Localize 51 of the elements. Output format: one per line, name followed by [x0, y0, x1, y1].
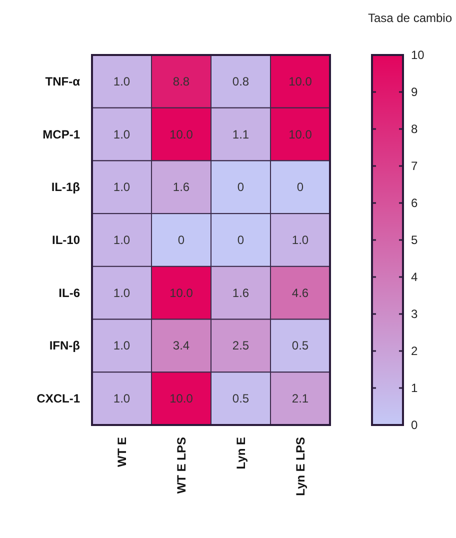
color-bar-label: 7 [411, 159, 418, 173]
y-tick-label: TNF-α [45, 74, 81, 88]
y-tick-label: IL-6 [58, 286, 80, 300]
data-label: 1.0 [113, 286, 130, 300]
data-label: 0.5 [232, 392, 250, 406]
data-label: 1.0 [113, 338, 130, 353]
color-bar-label: 2 [411, 344, 418, 358]
data-label: 1.1 [232, 127, 250, 142]
x-tick-label: WT E [114, 437, 129, 467]
data-label: 0 [178, 233, 185, 247]
data-label: 1.0 [113, 180, 130, 194]
y-tick-label: IFN-β [49, 338, 80, 353]
color-bar-label: 3 [411, 307, 418, 321]
data-label: 4.6 [292, 286, 309, 300]
data-label: 1.6 [232, 286, 250, 300]
data-label: 0 [237, 233, 244, 247]
color-bar-title: Tasa de cambio [368, 11, 452, 25]
color-bar-label: 0 [411, 418, 418, 432]
data-label: 10.0 [288, 74, 312, 88]
data-label: 2.5 [232, 338, 250, 353]
color-bar-label: 8 [411, 122, 418, 136]
data-label: 0 [296, 180, 304, 194]
data-label: 10.0 [170, 127, 194, 142]
data-label: 0 [237, 180, 244, 194]
color-bar-label: 4 [411, 270, 418, 284]
data-label: 0.5 [292, 338, 309, 353]
color-bar-label: 10 [411, 48, 425, 62]
y-tick-label: MCP-1 [42, 127, 80, 142]
color-bar-label: 6 [411, 196, 418, 210]
x-tick-label: Lyn E LPS [293, 437, 308, 496]
data-label: 1.0 [113, 233, 130, 247]
x-tick-label: Lyn E [234, 437, 248, 470]
color-bar-label: 9 [411, 85, 418, 99]
data-label: 1.0 [292, 233, 309, 247]
data-label: 8.8 [172, 74, 190, 88]
y-tick-label: CXCL-1 [36, 392, 80, 406]
color-bar-label: 5 [411, 233, 418, 247]
data-label: 1.6 [172, 180, 190, 194]
data-label: 1.0 [113, 392, 130, 406]
data-label: 2.1 [292, 392, 309, 406]
data-label: 10.0 [288, 127, 312, 142]
data-label: 10.0 [170, 392, 194, 406]
y-tick-label: IL-10 [52, 233, 80, 247]
data-label: 3.4 [172, 338, 190, 353]
data-label: 10.0 [170, 286, 194, 300]
x-tick-label: WT E LPS [174, 437, 188, 494]
data-label: 0.8 [232, 74, 250, 88]
data-label: 1.0 [113, 74, 130, 88]
y-tick-label: IL-1β [51, 180, 80, 194]
color-bar-label: 1 [411, 381, 418, 395]
data-label: 1.0 [113, 127, 130, 142]
